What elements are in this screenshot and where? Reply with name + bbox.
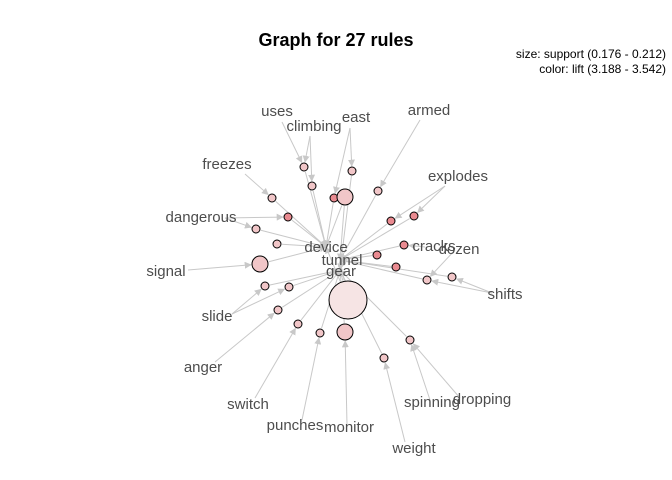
rule-edge bbox=[339, 223, 388, 261]
rule-edge bbox=[281, 243, 327, 251]
item-label-armed: armed bbox=[408, 102, 451, 119]
rule-edge bbox=[231, 288, 262, 315]
rule-edge bbox=[308, 135, 316, 182]
rule-node bbox=[347, 166, 357, 176]
rule-edge bbox=[339, 218, 410, 261]
item-label-monitor: monitor bbox=[324, 419, 374, 436]
item-label-cracks: cracks bbox=[412, 238, 455, 255]
rule-node bbox=[386, 216, 396, 226]
item-label-anger: anger bbox=[184, 359, 222, 376]
rule-node bbox=[422, 275, 432, 285]
rule-edge bbox=[455, 277, 493, 294]
item-label-dropping: dropping bbox=[453, 391, 511, 408]
rule-edge bbox=[268, 245, 327, 263]
item-label-tunnel: tunnel bbox=[322, 252, 363, 269]
rule-edge bbox=[244, 173, 269, 196]
rule-node bbox=[405, 335, 415, 345]
rule-edge bbox=[214, 312, 275, 363]
graph-title: Graph for 27 rules bbox=[258, 30, 413, 50]
rule-edge bbox=[269, 267, 341, 286]
rule-edge bbox=[300, 269, 341, 321]
rule-edge bbox=[302, 135, 311, 163]
rule-edge bbox=[293, 268, 341, 286]
item-labels-layer: uses climbing east armed freezes explode… bbox=[146, 102, 522, 457]
rule-node bbox=[336, 323, 354, 341]
item-label-weight: weight bbox=[391, 440, 436, 457]
rule-edge bbox=[323, 202, 334, 248]
rule-node bbox=[251, 255, 269, 273]
rule-edge bbox=[312, 190, 329, 248]
item-label-device: device bbox=[304, 239, 347, 256]
rule-edge bbox=[281, 269, 341, 308]
rule-edge bbox=[337, 205, 345, 261]
rule-node bbox=[328, 280, 368, 320]
rule-node bbox=[399, 240, 409, 250]
item-label-gear: gear bbox=[326, 263, 356, 280]
rule-edge bbox=[325, 246, 341, 282]
rule-edge bbox=[281, 121, 303, 164]
rule-edge bbox=[347, 127, 355, 167]
rule-edge bbox=[301, 337, 322, 421]
rule-edge bbox=[231, 288, 286, 315]
rule-node bbox=[283, 212, 293, 222]
item-label-punches: punches bbox=[267, 417, 324, 434]
rule-edge bbox=[380, 119, 421, 188]
rule-edge bbox=[187, 261, 252, 271]
item-label-switch: switch bbox=[227, 396, 269, 413]
rule-edge bbox=[339, 245, 400, 262]
rule-node bbox=[267, 193, 277, 203]
rule-node bbox=[284, 282, 294, 292]
rule-edge bbox=[412, 343, 461, 399]
rule-node bbox=[272, 239, 282, 249]
item-label-shifts: shifts bbox=[487, 286, 522, 303]
rule-node bbox=[372, 250, 382, 260]
item-label-dozen: dozen bbox=[439, 241, 480, 258]
rule-node bbox=[299, 162, 309, 172]
rule-edge bbox=[394, 185, 446, 219]
rule-nodes-layer bbox=[251, 162, 457, 363]
rule-edge bbox=[337, 259, 345, 281]
rule-node bbox=[273, 305, 283, 315]
item-label-east: east bbox=[342, 109, 371, 126]
rule-node bbox=[260, 281, 270, 291]
rule-node bbox=[307, 181, 317, 191]
rule-edge bbox=[224, 213, 284, 221]
rule-edge bbox=[260, 229, 327, 249]
rule-node bbox=[373, 186, 383, 196]
rule-edge bbox=[410, 344, 431, 401]
rule-edge bbox=[304, 171, 328, 248]
rule-node bbox=[293, 319, 303, 329]
rule-node bbox=[315, 328, 325, 338]
rule-node bbox=[447, 272, 457, 282]
item-label-freezes: freezes bbox=[202, 156, 251, 173]
rule-edge bbox=[254, 327, 296, 399]
rule-node bbox=[251, 224, 261, 234]
legend-color: color: lift (3.188 - 3.542) bbox=[539, 62, 666, 76]
item-label-uses: uses bbox=[261, 103, 293, 120]
legend-size: size: support (0.176 - 0.212) bbox=[516, 47, 666, 61]
rule-edge bbox=[408, 242, 426, 250]
rule-edge bbox=[417, 185, 446, 214]
item-label-explodes: explodes bbox=[428, 168, 488, 185]
rule-node bbox=[336, 188, 354, 206]
rule-node bbox=[379, 353, 389, 363]
item-label-signal: signal bbox=[146, 263, 185, 280]
rule-node bbox=[391, 262, 401, 272]
rule-edge bbox=[275, 200, 327, 248]
rule-edge bbox=[341, 340, 349, 426]
item-label-slide: slide bbox=[202, 308, 233, 325]
rule-edge bbox=[429, 249, 456, 277]
rule-edge bbox=[339, 195, 377, 261]
item-label-spinning: spinning bbox=[404, 394, 460, 411]
rule-edge bbox=[339, 258, 423, 280]
rule-edge bbox=[324, 205, 343, 248]
rule-edge bbox=[224, 217, 252, 229]
rule-edge bbox=[333, 127, 351, 194]
item-label-dangerous: dangerous bbox=[166, 209, 237, 226]
rule-edge bbox=[431, 278, 493, 294]
item-label-climbing: climbing bbox=[286, 118, 341, 135]
rule-node bbox=[409, 211, 419, 221]
rule-edge bbox=[383, 362, 406, 443]
